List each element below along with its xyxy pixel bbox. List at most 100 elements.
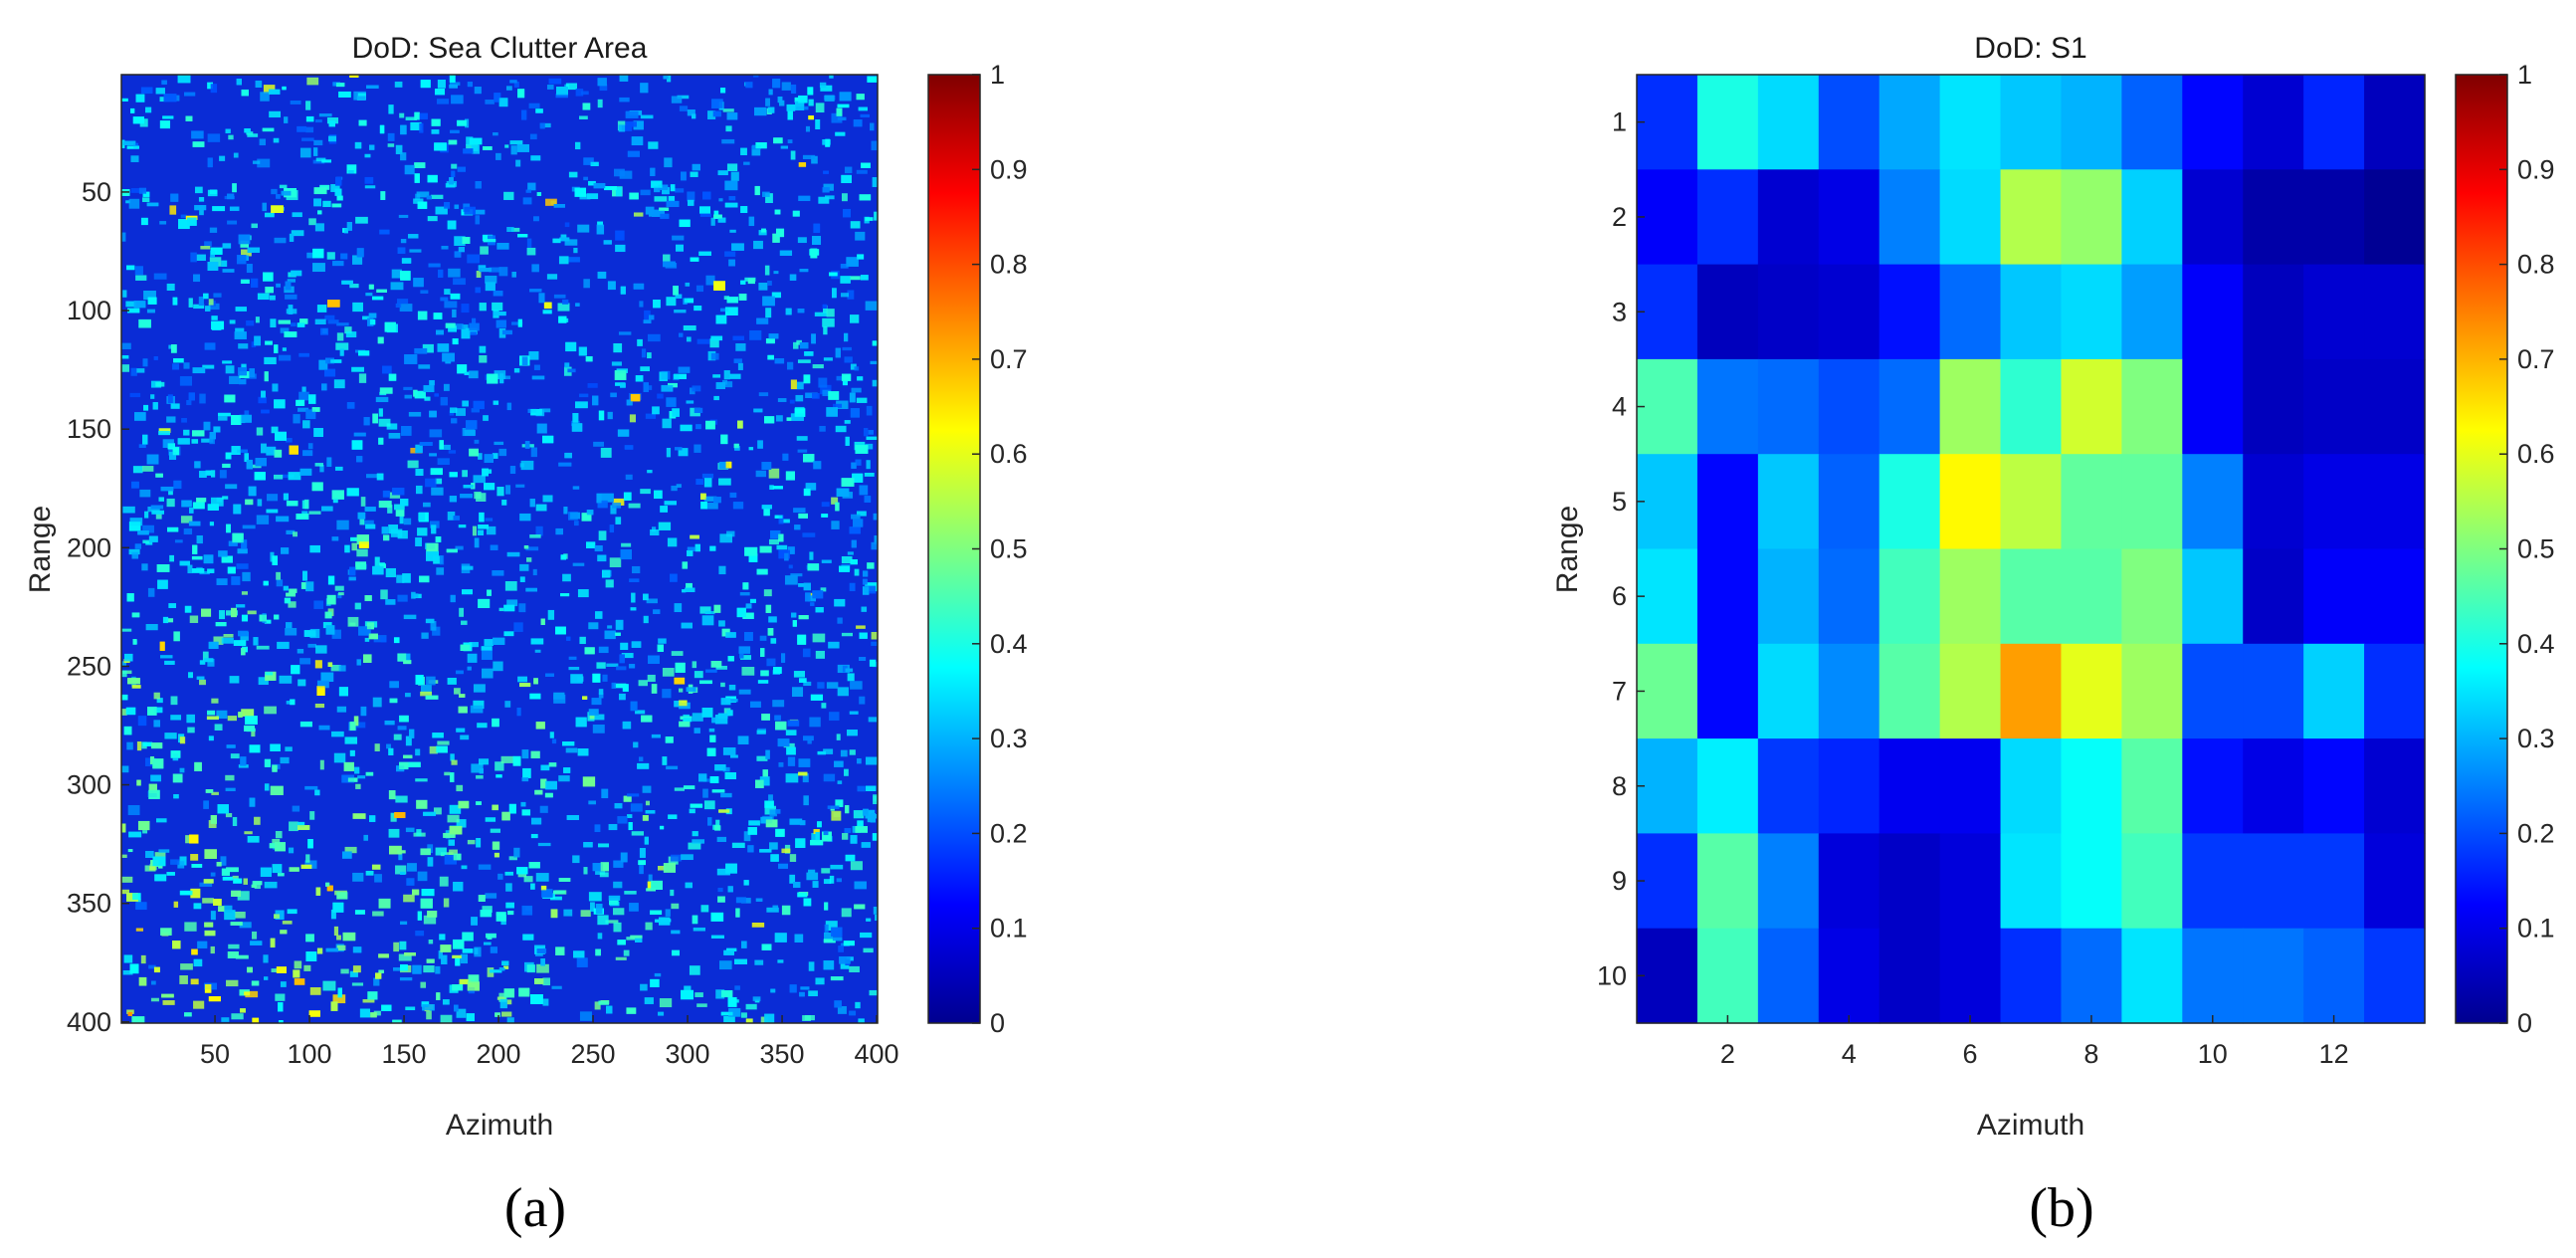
panel-a-speckle	[540, 885, 547, 891]
panel-a-speckle	[662, 689, 672, 699]
panel-a-speckle	[397, 726, 407, 731]
panel-a-speckle	[320, 327, 328, 335]
panel-a-speckle	[683, 785, 695, 790]
panel-a-speckle	[191, 430, 205, 437]
panel-a-speckle	[251, 884, 257, 888]
panel-a-speckle	[347, 169, 354, 174]
panel-a-speckle	[777, 738, 790, 747]
panel-a-speckle	[148, 964, 156, 969]
panel-a-speckle	[798, 615, 809, 620]
panel-a-speckle	[758, 283, 768, 291]
panel-a-speckle	[764, 800, 774, 808]
panel-a-speckle	[659, 207, 670, 211]
panel-a-speckle	[867, 562, 875, 569]
panel-a-speckle	[601, 493, 614, 503]
panel-a-speckle	[170, 715, 182, 721]
panel-a-speckle	[127, 308, 140, 314]
panel-a-speckle	[346, 164, 357, 174]
panel-a-speckle	[617, 940, 626, 945]
panel-a-speckle	[850, 363, 857, 370]
panel-a-speckle	[299, 147, 311, 158]
panel-a-speckle	[187, 564, 193, 574]
panel-a-speckle	[778, 533, 784, 542]
panel-a-speckle	[740, 1012, 747, 1018]
panel-a-speckle	[166, 618, 174, 623]
panel-a-speckle	[597, 221, 604, 227]
panel-a-speckle	[791, 84, 797, 94]
panel-a-speckle	[405, 116, 418, 120]
panel-a-speckle	[592, 395, 599, 406]
panel-a-speckle	[235, 954, 249, 959]
panel-a-speckle	[184, 922, 197, 932]
panel-a-speckle	[221, 1017, 230, 1022]
panel-a-speckle	[837, 1005, 847, 1014]
panel-a-speckle	[461, 620, 468, 625]
panel-a-speckle	[126, 593, 134, 602]
panel-a-speckle	[831, 112, 843, 123]
panel-a-speckle	[761, 228, 766, 233]
panel-a-speckle	[553, 890, 565, 894]
panel-a-speckle	[590, 161, 599, 166]
panel-a-speckle	[652, 209, 665, 217]
panel-a-speckle	[136, 368, 145, 373]
panel-a-speckle	[504, 144, 509, 148]
panel-a-speckle	[790, 379, 797, 390]
panel-a-speckle	[137, 716, 147, 727]
panel-a-speckle	[130, 367, 137, 376]
panel-a-speckle	[183, 527, 193, 535]
panel-a-speckle	[264, 619, 272, 624]
panel-a-speckle	[482, 906, 493, 913]
panel-a-speckle	[508, 803, 516, 814]
panel-a-speckle	[203, 293, 209, 300]
panel-a-speckle	[731, 243, 744, 251]
panel-a-speckle	[154, 852, 166, 858]
panel-a-speckle	[380, 589, 388, 600]
panel-a-speckle	[692, 661, 697, 669]
panel-a-speckle	[710, 217, 715, 226]
panel-a-speckle	[448, 268, 461, 278]
panel-a-speckle	[430, 620, 437, 631]
panel-a-speckle	[851, 514, 861, 520]
panel-a-speckle	[330, 1001, 338, 1011]
panel-a-speckle	[266, 446, 277, 456]
panel-a-speckle	[219, 155, 226, 161]
panel-a-speckle	[823, 932, 834, 942]
panel-a-speckle	[825, 921, 838, 932]
panel-a-speckle	[755, 898, 763, 902]
panel-a-speckle	[444, 854, 457, 865]
panel-a-speckle	[138, 318, 151, 328]
panel-a-speckle	[767, 354, 774, 360]
panel-a-speckle	[764, 1013, 775, 1023]
panel-a-speckle	[653, 300, 661, 309]
panel-a-speckle	[264, 212, 275, 218]
panel-a-speckle	[474, 537, 480, 548]
panel-a-speckle	[121, 709, 127, 716]
panel-a-speckle	[679, 105, 689, 111]
panel-a-speckle	[146, 202, 159, 207]
panel-a-speckle	[417, 527, 428, 536]
panel-a-speckle	[845, 436, 850, 446]
panel-a-speckle	[540, 958, 545, 966]
panel-a-speckle	[376, 473, 384, 481]
panel-a-speckle	[238, 379, 247, 385]
panel-a-speckle	[528, 351, 539, 360]
panel-a-speckle	[853, 119, 863, 127]
panel-a-speckle	[151, 510, 165, 515]
panel-a-speckle	[631, 641, 642, 648]
panel-a-speckle	[797, 308, 805, 314]
panel-a-speckle	[788, 564, 793, 569]
panel-a-speckle	[694, 407, 703, 413]
panel-a-speckle	[683, 324, 696, 331]
panel-a-speckle	[231, 576, 241, 585]
panel-a-speckle	[265, 672, 274, 676]
panel-a-speckle	[318, 359, 328, 370]
panel-a-speckle	[252, 1017, 260, 1023]
panel-a-speckle	[483, 942, 492, 945]
panel-a-speckle	[490, 544, 498, 550]
panel-a-speckle	[811, 333, 816, 344]
panel-a-speckle	[283, 585, 289, 591]
panel-a-speckle	[426, 676, 436, 686]
panel-a-speckle	[837, 617, 843, 624]
panel-a-speckle	[872, 177, 878, 187]
panel-a-speckle	[238, 764, 249, 768]
